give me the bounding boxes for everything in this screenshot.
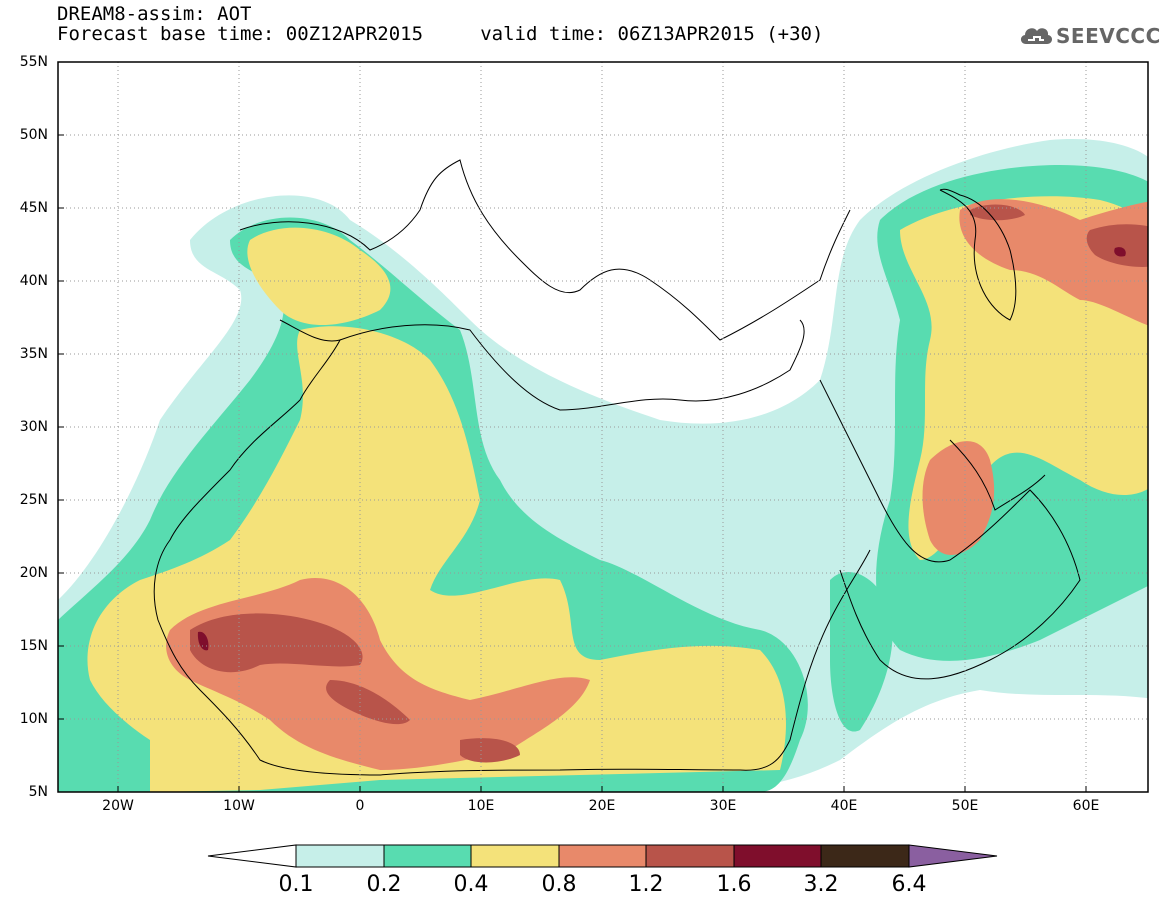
- aot-band-1.6-hotspot: [197, 631, 209, 651]
- colorbar-label-3.2: 3.2: [803, 872, 839, 897]
- colorbar-bin-1.6: [733, 844, 822, 868]
- lon-label-10W: 10W: [223, 798, 255, 814]
- colorbar-bin-1.2: [645, 844, 735, 868]
- colorbar-label-6.4: 6.4: [891, 872, 927, 897]
- lon-label-20E: 20E: [588, 798, 616, 814]
- aot-field: [58, 139, 1148, 792]
- colorbar-bin-0.8: [558, 844, 647, 868]
- aot-band-1.2-sahel: [190, 613, 363, 673]
- lon-label-20W: 20W: [102, 798, 134, 814]
- coast-persian-gulf: [949, 439, 1046, 511]
- colorbar-label-0.1: 0.1: [278, 872, 314, 897]
- aot-band-1.2-kazakh: [1086, 224, 1148, 267]
- coast-caspian: [939, 188, 1017, 321]
- aot-band-1.2-chad: [460, 738, 520, 763]
- colorbar-bin-0.2: [383, 844, 472, 868]
- lat-label-40N: 40N: [19, 273, 48, 289]
- coast-africa-west: [153, 319, 871, 776]
- colorbar: [207, 844, 998, 868]
- aot-band-0.4-iberia: [247, 227, 391, 325]
- colorbar-label-1.2: 1.2: [628, 872, 664, 897]
- colorbar-label-0.8: 0.8: [541, 872, 577, 897]
- coast-europe: [239, 159, 851, 341]
- forecast-time-subtitle: Forecast base time: 00Z12APR2015 valid t…: [57, 23, 824, 45]
- lon-label-50E: 50E: [951, 798, 979, 814]
- lat-label-20N: 20N: [19, 565, 48, 581]
- aot-band-0.8-persia: [922, 441, 995, 555]
- lon-label-10E: 10E: [467, 798, 495, 814]
- lon-label-60E: 60E: [1072, 798, 1100, 814]
- lat-label-55N: 55N: [19, 54, 48, 70]
- seevccc-logo: SEEVCCC: [1018, 20, 1160, 56]
- coastlines: [153, 159, 1081, 776]
- lat-label-10N: 10N: [19, 711, 48, 727]
- coast-arabia: [819, 379, 1081, 680]
- colorbar-bin-0.4: [470, 844, 560, 868]
- aot-band-1.2-nigeria: [326, 680, 410, 725]
- map-title: DREAM8-assim: AOT: [57, 3, 252, 25]
- colorbar-bin-3.2: [820, 844, 910, 868]
- lat-label-50N: 50N: [19, 127, 48, 143]
- lat-label-30N: 30N: [19, 419, 48, 435]
- colorbar-bin-0.1: [295, 844, 385, 868]
- aot-band-0.2-redsea: [830, 571, 893, 732]
- colorbar-label-1.6: 1.6: [716, 872, 752, 897]
- lat-label-25N: 25N: [19, 492, 48, 508]
- axis-ticks: [58, 61, 1087, 792]
- lat-label-5N: 5N: [28, 784, 48, 800]
- colorbar-label-0.4: 0.4: [453, 872, 489, 897]
- lon-label-40E: 40E: [830, 798, 858, 814]
- coast-mediterranean-south: [339, 319, 805, 411]
- logo-text: SEEVCCC: [1056, 24, 1161, 48]
- lat-label-45N: 45N: [19, 200, 48, 216]
- graticule: [58, 62, 1148, 792]
- aot-band-1.6-hotspot-east: [1114, 247, 1126, 257]
- colorbar-low-arrow: [207, 844, 297, 868]
- cloud-icon: [1020, 28, 1053, 44]
- colorbar-high-arrow: [908, 844, 998, 868]
- colorbar-label-0.2: 0.2: [366, 872, 402, 897]
- lat-label-35N: 35N: [19, 346, 48, 362]
- lat-label-15N: 15N: [19, 638, 48, 654]
- lon-label-30E: 30E: [709, 798, 737, 814]
- lon-label-0: 0: [355, 798, 365, 814]
